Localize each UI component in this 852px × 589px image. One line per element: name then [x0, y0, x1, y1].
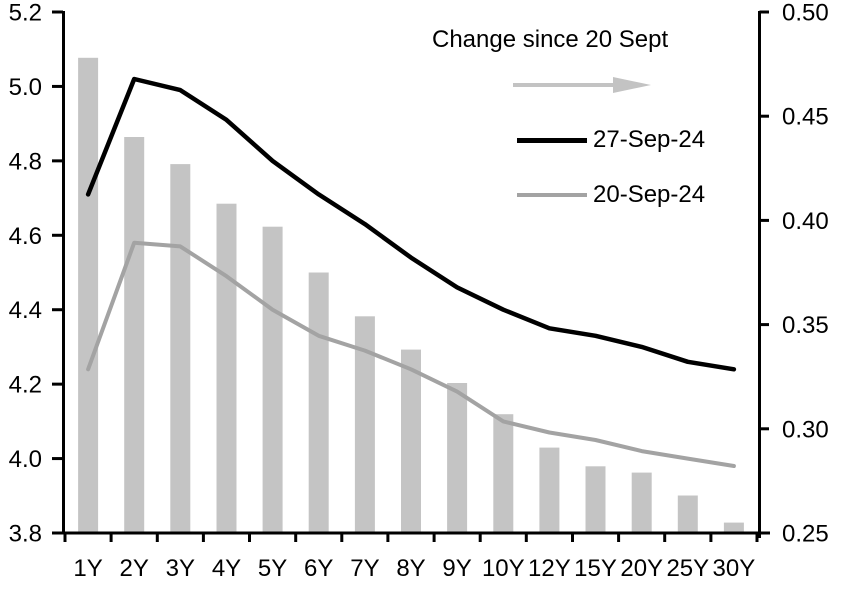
right-axis-tick-label: 0.30	[782, 416, 829, 443]
right-axis-tick-label: 0.35	[782, 312, 829, 339]
legend-title: Change since 20 Sept	[432, 26, 669, 53]
bar-7Y	[354, 316, 375, 533]
x-axis-label-30Y: 30Y	[713, 555, 756, 582]
x-axis-label-8Y: 8Y	[396, 555, 425, 582]
left-axis-tick-label: 3.8	[9, 521, 42, 548]
left-axis-tick-label: 4.0	[9, 446, 42, 473]
x-axis-label-25Y: 25Y	[666, 555, 709, 582]
legend-label-20sep: 20-Sep-24	[593, 181, 706, 208]
legend-item-20-sep: 20-Sep-24	[517, 183, 705, 207]
right-axis-tick-label: 0.40	[782, 208, 829, 235]
right-arrow-shaft	[513, 83, 613, 87]
x-axis-label-3Y: 3Y	[166, 555, 195, 582]
x-axis-label-7Y: 7Y	[350, 555, 379, 582]
bar-15Y	[585, 466, 606, 533]
bar-1Y	[78, 57, 99, 534]
left-axis-tick-label: 4.6	[9, 223, 42, 250]
right-arrow-icon	[513, 77, 651, 93]
x-axis-label-15Y: 15Y	[574, 555, 617, 582]
left-axis-tick-label: 5.0	[9, 74, 42, 101]
x-axis-label-2Y: 2Y	[120, 555, 149, 582]
bar-20Y	[631, 472, 652, 533]
bar-9Y	[447, 383, 468, 533]
bar-10Y	[493, 414, 514, 533]
bar-25Y	[677, 495, 698, 533]
right-axis-tick-label: 0.25	[782, 521, 829, 548]
x-axis-label-10Y: 10Y	[482, 555, 525, 582]
line-20-Sep-24	[86, 240, 736, 468]
line-swatch-20sep	[517, 193, 587, 197]
left-axis-tick-label: 4.8	[9, 148, 42, 175]
left-axis-tick-label: 5.2	[9, 0, 42, 27]
right-axis-tick-label: 0.50	[782, 0, 829, 27]
x-axis-label-9Y: 9Y	[442, 555, 471, 582]
bar-2Y	[124, 137, 145, 533]
bar-5Y	[262, 226, 283, 533]
legend-label-27sep: 27-Sep-24	[593, 126, 706, 153]
x-axis-label-5Y: 5Y	[258, 555, 287, 582]
x-axis-label-20Y: 20Y	[620, 555, 663, 582]
bar-4Y	[216, 203, 237, 533]
right-arrow-head	[613, 77, 651, 93]
bar-30Y	[723, 522, 744, 533]
left-axis-tick-label: 4.4	[9, 297, 42, 324]
x-axis-label-6Y: 6Y	[304, 555, 333, 582]
right-axis-tick-label: 0.45	[782, 104, 829, 131]
bar-6Y	[308, 272, 329, 533]
line-swatch-27sep	[517, 137, 587, 143]
line-27-Sep-24	[85, 76, 737, 372]
bar-12Y	[539, 447, 560, 533]
legend-item-27-sep: 27-Sep-24	[517, 128, 705, 152]
x-axis-label-12Y: 12Y	[528, 555, 571, 582]
bar-3Y	[170, 164, 191, 533]
bar-8Y	[401, 349, 421, 533]
x-axis-label-1Y: 1Y	[73, 555, 102, 582]
x-axis-label-4Y: 4Y	[212, 555, 241, 582]
left-axis-tick-label: 4.2	[9, 372, 42, 399]
